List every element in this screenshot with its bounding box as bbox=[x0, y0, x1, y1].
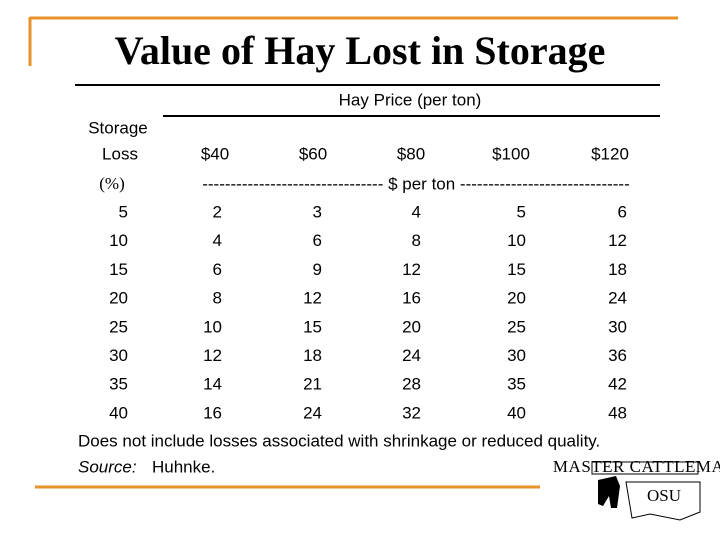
cell: 20 bbox=[507, 289, 526, 308]
footnote: Does not include losses associated with … bbox=[78, 431, 600, 450]
column-header: $120 bbox=[591, 144, 629, 163]
cell: 2 bbox=[213, 202, 222, 221]
cell: 8 bbox=[213, 289, 222, 308]
cell: 24 bbox=[608, 289, 627, 308]
column-header: $100 bbox=[492, 144, 530, 163]
logo: MASTER CATTLEMAN OSU bbox=[553, 457, 720, 521]
cell: 9 bbox=[313, 260, 322, 279]
row-label: 40 bbox=[109, 403, 128, 422]
cell: 12 bbox=[203, 346, 222, 365]
cell: 42 bbox=[608, 375, 627, 394]
logo-frame bbox=[591, 461, 699, 475]
cell: 3 bbox=[313, 202, 322, 221]
column-unit: -------------------------------- $ per t… bbox=[202, 174, 630, 193]
cell: 24 bbox=[303, 403, 322, 422]
cell: 25 bbox=[507, 317, 526, 336]
cell: 12 bbox=[303, 289, 322, 308]
row-label: 30 bbox=[109, 346, 128, 365]
cell: 16 bbox=[402, 289, 421, 308]
logo-outline bbox=[625, 481, 701, 521]
cell: 10 bbox=[507, 231, 526, 250]
cell: 4 bbox=[412, 202, 421, 221]
source-text: Huhnke. bbox=[152, 457, 215, 476]
row-header: Loss bbox=[102, 144, 138, 163]
source-label: Source: bbox=[78, 457, 137, 476]
cell: 30 bbox=[608, 317, 627, 336]
cell: 18 bbox=[303, 346, 322, 365]
row-label: 10 bbox=[109, 231, 128, 250]
cell: 4 bbox=[213, 231, 222, 250]
cell: 36 bbox=[608, 346, 627, 365]
cell: 6 bbox=[618, 202, 627, 221]
cell: 21 bbox=[303, 375, 322, 394]
cell: 48 bbox=[608, 403, 627, 422]
cell: 10 bbox=[203, 317, 222, 336]
cell: 35 bbox=[507, 375, 526, 394]
cell: 6 bbox=[213, 260, 222, 279]
group-header: Hay Price (per ton) bbox=[339, 90, 482, 109]
cell: 6 bbox=[313, 231, 322, 250]
logo-figure bbox=[598, 476, 620, 508]
cell: 12 bbox=[608, 231, 627, 250]
row-label: 5 bbox=[119, 202, 128, 221]
cell: 15 bbox=[303, 317, 322, 336]
row-label: 15 bbox=[109, 260, 128, 279]
row-header: Storage bbox=[88, 118, 148, 137]
cell: 18 bbox=[608, 260, 627, 279]
cell: 30 bbox=[507, 346, 526, 365]
row-label: 35 bbox=[109, 375, 128, 394]
cell: 12 bbox=[402, 260, 421, 279]
cell: 15 bbox=[507, 260, 526, 279]
column-header: $80 bbox=[397, 144, 425, 163]
column-header: $40 bbox=[201, 144, 229, 163]
cell: 24 bbox=[402, 346, 421, 365]
row-label: 20 bbox=[109, 289, 128, 308]
cell: 16 bbox=[203, 403, 222, 422]
row-unit: (%) bbox=[99, 174, 124, 193]
logo-text: MASTER CATTLEMAN bbox=[553, 457, 720, 476]
cell: 5 bbox=[517, 202, 526, 221]
cell: 32 bbox=[402, 403, 421, 422]
cell: 8 bbox=[412, 231, 421, 250]
logo-mark: OSU bbox=[647, 486, 681, 505]
row-label: 25 bbox=[109, 317, 128, 336]
title: Value of Hay Lost in Storage bbox=[115, 28, 606, 73]
cell: 40 bbox=[507, 403, 526, 422]
cell: 20 bbox=[402, 317, 421, 336]
cell: 28 bbox=[402, 375, 421, 394]
column-header: $60 bbox=[299, 144, 327, 163]
cell: 14 bbox=[203, 375, 222, 394]
